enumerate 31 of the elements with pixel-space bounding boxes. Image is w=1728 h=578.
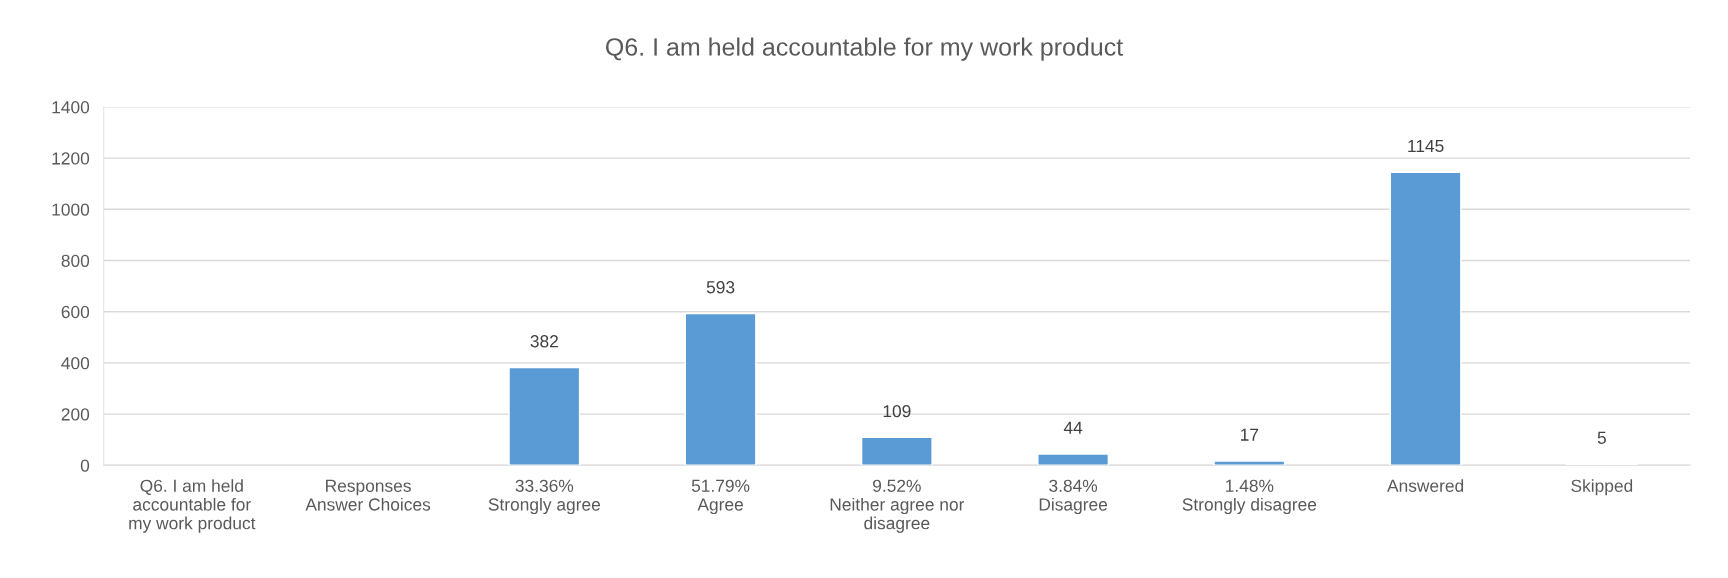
y-tick-label: 600 bbox=[61, 305, 90, 319]
y-tick-label: 400 bbox=[61, 357, 90, 370]
x-tick-label: Skipped bbox=[1571, 479, 1633, 496]
y-tick-label: 200 bbox=[61, 408, 90, 421]
bar bbox=[860, 436, 933, 466]
bar bbox=[1389, 171, 1462, 466]
y-tick-label: 0 bbox=[80, 459, 90, 472]
y-tick-label: 1000 bbox=[52, 203, 90, 216]
y-tick-label: 1400 bbox=[52, 101, 90, 114]
x-tick-label: Q6. I am held accountable for my work product bbox=[129, 479, 256, 533]
data-label: 17 bbox=[1241, 428, 1259, 441]
x-tick-label: Responses Answer Choices bbox=[305, 479, 431, 511]
data-label: 44 bbox=[1063, 421, 1083, 434]
data-label: 1145 bbox=[1408, 139, 1444, 153]
x-tick-label: 9.52% Neither agree nor disagree bbox=[830, 479, 965, 533]
data-label: 593 bbox=[706, 281, 735, 294]
y-tick-label: 1200 bbox=[52, 152, 90, 165]
data-label: 5 bbox=[1597, 431, 1606, 444]
x-tick-label: 1.48% Strongly disagree bbox=[1182, 479, 1317, 515]
x-tick-label: Answered bbox=[1387, 479, 1464, 492]
bar bbox=[1213, 460, 1286, 466]
bar bbox=[684, 312, 757, 466]
bar bbox=[1037, 453, 1110, 466]
chart-title: Q6. I am held accountable for my work product bbox=[606, 37, 1123, 61]
x-tick-label: 51.79% Agree bbox=[691, 479, 750, 515]
x-tick-label: 33.36% Strongly agree bbox=[488, 479, 601, 515]
data-label: 109 bbox=[883, 405, 911, 418]
y-tick-label: 800 bbox=[61, 254, 90, 267]
data-label: 382 bbox=[530, 335, 558, 348]
x-tick-label: 3.84% Disagree bbox=[1039, 479, 1108, 515]
bar bbox=[508, 366, 581, 466]
